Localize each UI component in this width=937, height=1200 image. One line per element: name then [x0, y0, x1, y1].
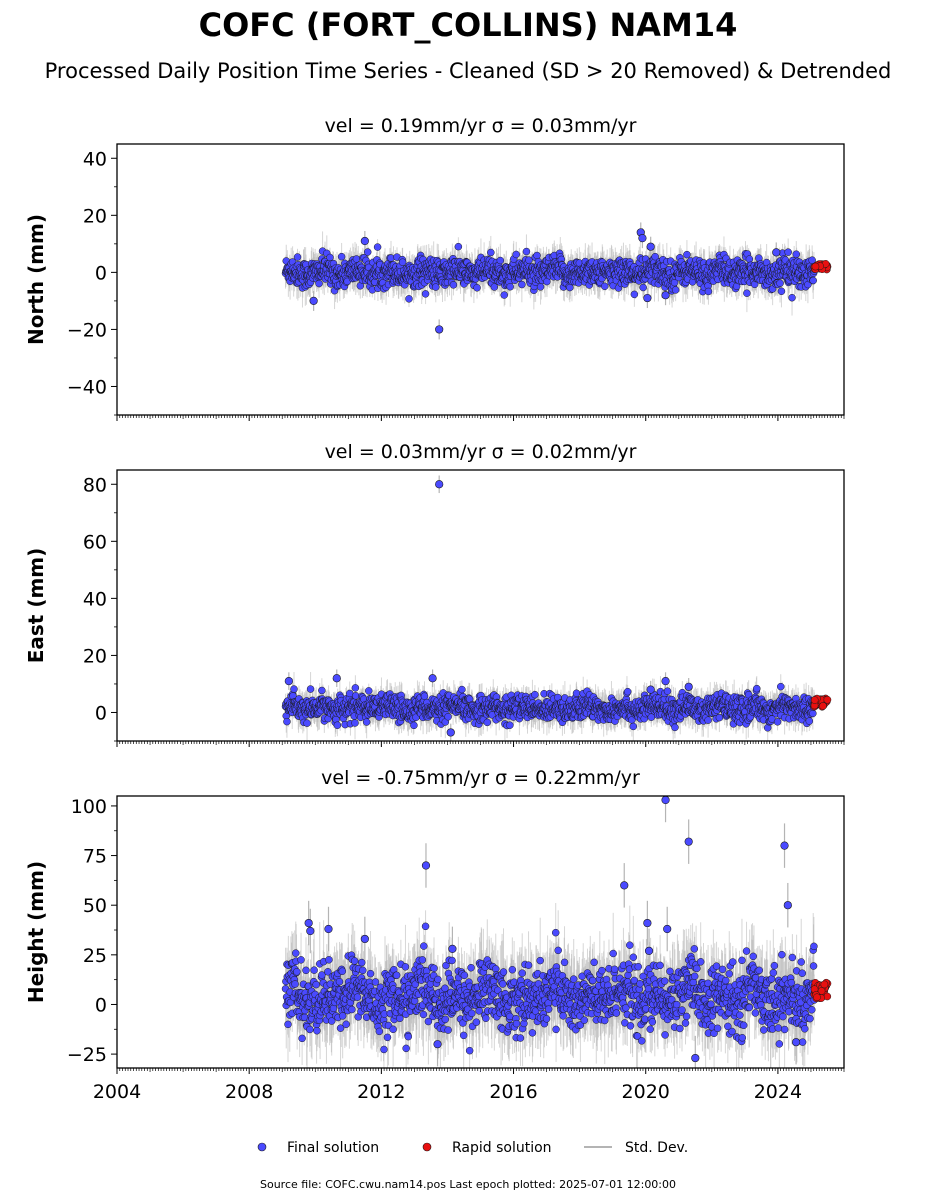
plot-area	[281, 475, 832, 741]
final-solution-point	[473, 284, 481, 292]
final-solution-point	[525, 256, 533, 264]
y-tick-label: 40	[83, 148, 107, 170]
final-solution-point	[449, 281, 458, 289]
final-solution-outlier	[661, 291, 670, 300]
final-solution-point	[745, 255, 754, 263]
final-solution-point	[777, 287, 786, 296]
final-solution-point	[373, 243, 382, 251]
final-solution-point	[337, 252, 346, 261]
final-solution-point	[506, 282, 514, 291]
final-solution-point	[518, 280, 526, 289]
y-axis-label: North (mm)	[24, 214, 48, 345]
final-solution-point	[490, 283, 499, 291]
final-solution-point	[704, 287, 713, 296]
final-solution-point	[600, 282, 609, 291]
final-solution-point	[405, 295, 413, 303]
final-solution-point	[512, 250, 520, 259]
final-solution-point	[398, 258, 407, 266]
final-solution-outlier	[643, 293, 652, 303]
y-tick-label: 20	[83, 205, 107, 227]
final-solution-outlier	[360, 236, 369, 246]
final-solution-point	[639, 283, 647, 292]
final-solution-point	[683, 250, 691, 259]
final-solution-point	[743, 289, 751, 297]
final-solution-outlier	[309, 296, 318, 305]
final-solution-points	[281, 480, 819, 737]
final-solution-point	[671, 286, 680, 294]
final-solution-point	[318, 686, 326, 695]
final-solution-points	[281, 228, 819, 334]
final-solution-outlier	[435, 325, 444, 334]
final-solution-point	[630, 290, 639, 299]
figure-subtitle: Processed Daily Position Time Series - C…	[45, 59, 892, 83]
y-tick-label: −20	[67, 319, 107, 341]
figure-title: COFC (FORT_COLLINS) NAM14	[199, 6, 738, 44]
final-solution-point	[454, 242, 463, 251]
final-solution-point	[784, 248, 792, 256]
final-solution-outlier	[638, 234, 647, 243]
final-solution-point	[306, 685, 315, 693]
rapid-solution-points	[810, 260, 832, 274]
final-solution-point	[500, 291, 508, 299]
y-axis-label: East (mm)	[24, 548, 48, 664]
final-solution-point	[808, 256, 816, 264]
y-tick-label: 0	[95, 262, 107, 284]
final-solution-point	[421, 290, 430, 298]
final-solution-point	[432, 283, 440, 291]
final-solution-point	[536, 283, 545, 291]
final-solution-point	[315, 279, 323, 288]
final-solution-point	[283, 717, 291, 726]
rapid-solution-point	[811, 262, 820, 271]
final-solution-point	[303, 719, 311, 727]
panel-title: vel = 0.03mm/yr σ = 0.02mm/yr	[325, 441, 637, 463]
final-solution-point	[496, 256, 505, 265]
y-tick-label: −40	[67, 376, 107, 398]
final-solution-point	[363, 248, 372, 256]
final-solution-point	[487, 248, 495, 257]
final-solution-point	[522, 247, 531, 256]
final-solution-point	[809, 276, 817, 285]
final-solution-point	[788, 293, 796, 302]
final-solution-point	[776, 279, 784, 287]
plot-area	[281, 222, 832, 340]
final-solution-point	[533, 251, 541, 260]
final-solution-point	[290, 685, 298, 693]
final-solution-point	[352, 255, 361, 263]
final-solution-outlier	[646, 242, 655, 251]
panel-title: vel = 0.19mm/yr σ = 0.03mm/yr	[325, 115, 637, 137]
final-solution-outlier	[772, 248, 781, 257]
final-solution-point	[293, 253, 302, 261]
final-solution-point	[326, 253, 334, 262]
final-solution-point	[651, 252, 659, 261]
final-solution-point	[792, 250, 801, 258]
